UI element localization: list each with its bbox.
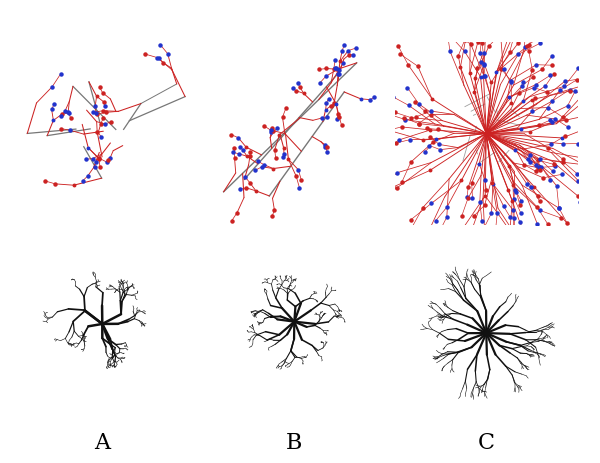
Text: C: C: [478, 431, 495, 453]
Text: A: A: [94, 431, 110, 453]
Text: B: B: [286, 431, 302, 453]
